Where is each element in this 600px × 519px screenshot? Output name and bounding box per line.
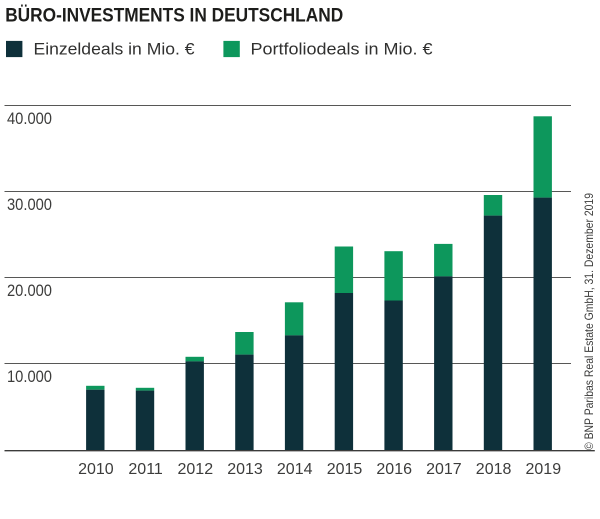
svg-text:2010: 2010 — [78, 461, 114, 478]
svg-text:2016: 2016 — [376, 461, 412, 478]
svg-text:40.000: 40.000 — [7, 109, 52, 128]
svg-text:2012: 2012 — [178, 461, 214, 478]
svg-text:2017: 2017 — [426, 461, 462, 478]
svg-text:2011: 2011 — [128, 461, 163, 478]
svg-text:© BNP Paribas Real Estate GmbH: © BNP Paribas Real Estate GmbH, 31. Deze… — [582, 193, 596, 450]
svg-text:2018: 2018 — [476, 461, 512, 478]
svg-text:30.000: 30.000 — [7, 195, 52, 214]
svg-text:10.000: 10.000 — [7, 367, 52, 386]
svg-text:Portfoliodeals in Mio. €: Portfoliodeals in Mio. € — [251, 41, 433, 59]
svg-text:2019: 2019 — [526, 461, 562, 478]
svg-text:2015: 2015 — [327, 461, 363, 478]
svg-text:Einzeldeals in Mio. €: Einzeldeals in Mio. € — [34, 41, 195, 59]
svg-text:2014: 2014 — [277, 461, 313, 478]
svg-text:BÜRO-INVESTMENTS IN DEUTSCHLAN: BÜRO-INVESTMENTS IN DEUTSCHLAND — [5, 6, 343, 27]
svg-text:2013: 2013 — [227, 461, 263, 478]
svg-text:20.000: 20.000 — [7, 281, 52, 300]
